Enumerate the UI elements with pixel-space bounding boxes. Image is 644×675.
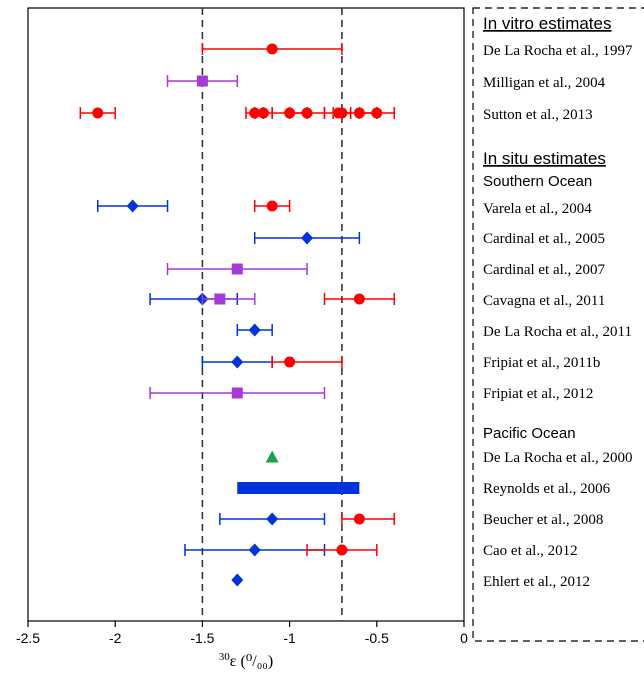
study-label-12: Beucher et al., 2008: [483, 512, 603, 528]
x-tick-label-1: -2: [109, 630, 122, 646]
study-8-point-0-diamond-marker: [231, 355, 244, 369]
study-label-2: Sutton et al., 2013: [483, 107, 593, 123]
study-3-point-1-circle-marker: [266, 200, 278, 212]
study-label-8: Fripiat et al., 2011b: [483, 355, 600, 371]
study-6-point-2-circle-marker: [353, 293, 365, 305]
x-tick-label-2: -1.5: [190, 630, 214, 646]
study-label-1: Milligan et al., 2004: [483, 75, 606, 91]
study-label-3: Varela et al., 2004: [483, 201, 592, 217]
study-0-point-0-circle-marker: [266, 43, 278, 55]
study-2-point-2-circle-marker: [257, 107, 269, 119]
study-12-point-0-diamond-marker: [266, 512, 279, 526]
study-1-point-0-square-marker: [196, 75, 208, 87]
region-pacific-ocean: Pacific Ocean: [483, 425, 576, 442]
study-label-13: Cao et al., 2012: [483, 543, 578, 559]
x-tick-label-5: 0: [460, 630, 468, 646]
study-3-point-0-diamond-marker: [126, 199, 139, 213]
study-4-point-0-diamond-marker: [301, 231, 314, 245]
study-label-6: Cavagna et al., 2011: [483, 293, 605, 309]
x-axis-ticks: -2.5 -2 -1.5 -1 -0.5 0: [16, 621, 468, 646]
study-label-10: De La Rocha et al., 2000: [483, 450, 633, 466]
data-points: [79, 43, 395, 587]
x-axis-label-superscript: 30: [219, 651, 231, 663]
study-label-9: Fripiat et al., 2012: [483, 386, 593, 402]
study-7-point-0-diamond-marker: [248, 323, 261, 337]
study-9-point-0-square-marker: [231, 387, 243, 399]
study-6-point-1-square-marker: [214, 293, 226, 305]
x-axis-label-text: ε (⁰/₀₀): [230, 653, 273, 670]
study-8-point-1-circle-marker: [284, 356, 296, 368]
study-label-14: Ehlert et al., 2012: [483, 574, 590, 590]
study-13-point-0-diamond-marker: [248, 543, 261, 557]
study-label-0: De La Rocha et al., 1997: [483, 43, 633, 59]
study-13-point-1-circle-marker: [336, 544, 348, 556]
study-10-point-0-triangle-marker: [265, 450, 279, 463]
study-2-point-4-circle-marker: [301, 107, 313, 119]
plot-frame: [27, 7, 465, 622]
study-labels: De La Rocha et al., 1997 Milligan et al.,…: [483, 43, 633, 590]
region-southern-ocean: Southern Ocean: [483, 173, 592, 190]
heading-in-situ: In situ estimates: [483, 149, 606, 168]
heading-in-vitro: In vitro estimates: [483, 14, 612, 33]
study-label-7: De La Rocha et al., 2011: [483, 324, 632, 340]
reference-lines: [201, 8, 343, 621]
study-label-11: Reynolds et al., 2006: [483, 481, 611, 497]
study-2-point-0-circle-marker: [92, 107, 104, 119]
x-tick-label-3: -1: [283, 630, 296, 646]
x-axis-label: 30ε (⁰/₀₀): [219, 651, 273, 670]
study-5-point-0-square-marker: [231, 263, 243, 275]
x-tick-label-4: -0.5: [365, 630, 389, 646]
study-12-point-1-circle-marker: [353, 513, 365, 525]
study-11-point-0-range-bar: [237, 482, 360, 494]
legend-frame: [472, 7, 644, 642]
study-2-point-8-circle-marker: [371, 107, 383, 119]
study-label-5: Cardinal et al., 2007: [483, 262, 606, 278]
study-14-point-0-diamond-marker: [231, 573, 244, 587]
study-label-4: Cardinal et al., 2005: [483, 231, 605, 247]
x-tick-label-0: -2.5: [16, 630, 40, 646]
